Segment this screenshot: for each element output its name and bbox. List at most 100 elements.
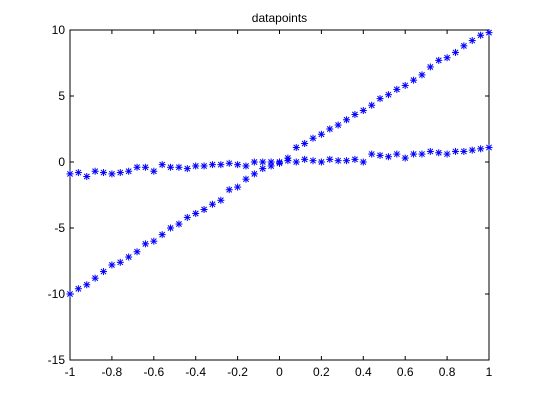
data-point [208,161,216,169]
data-point [116,258,124,266]
data-point [401,154,409,162]
data-point [359,107,367,115]
data-point [74,169,82,177]
data-point [418,150,426,158]
data-point [225,186,233,194]
x-tick-label: -0.2 [227,365,248,379]
x-tick-label: -0.6 [143,365,164,379]
data-point [250,158,258,166]
data-point [292,143,300,151]
data-point [158,161,166,169]
data-point [435,56,443,64]
x-tick-label: 0.8 [439,365,456,379]
data-point [309,134,317,142]
data-point [426,147,434,155]
data-point [133,163,141,171]
data-point [242,162,250,170]
x-tick-label: 0 [276,365,283,379]
data-point [167,163,175,171]
data-point [359,158,367,166]
data-point [116,169,124,177]
data-point [150,237,158,245]
data-point [234,183,242,191]
data-point [410,76,418,84]
y-tick-label: -5 [54,221,65,235]
data-point [477,145,485,153]
data-point [125,167,133,175]
data-point [183,165,191,173]
data-point [426,63,434,71]
data-point [91,274,99,282]
y-tick-label: 0 [58,155,65,169]
x-tick-label: 0.4 [355,365,372,379]
data-point [284,157,292,165]
data-point [468,37,476,45]
data-point [276,159,283,167]
data-point [334,157,342,165]
data-point [401,81,409,89]
x-tick-label: -1 [65,365,76,379]
data-point [301,155,309,163]
data-point [451,147,459,155]
data-point [175,163,183,171]
y-tick-label: -15 [48,353,66,367]
data-point [141,163,149,171]
data-point [250,170,258,178]
data-point [125,253,133,261]
data-point [108,261,116,269]
data-point [267,158,275,166]
data-point [200,162,208,170]
y-tick-label: 10 [52,23,66,37]
data-points [66,29,493,298]
data-point [292,158,300,166]
data-point [259,158,267,166]
data-point [317,158,325,166]
plot-area [69,29,490,361]
x-tick-label: -0.4 [185,365,206,379]
data-point [309,157,317,165]
data-point [183,213,191,221]
data-point [393,150,401,158]
data-point [83,281,91,289]
data-point [343,116,351,124]
data-point [150,167,158,175]
data-point [410,150,418,158]
data-point [368,150,376,158]
data-point [141,240,149,248]
data-point [384,91,392,99]
chart-title: datapoints [252,11,307,25]
data-point [443,54,451,62]
data-point [326,155,334,163]
data-point [343,157,351,165]
data-point [368,101,376,109]
data-point [351,155,359,163]
data-point [460,42,468,50]
data-point [376,151,384,159]
data-point [485,143,493,151]
data-point [435,149,443,157]
data-point [351,110,359,118]
data-point [460,147,468,155]
data-point [100,169,108,177]
x-tick-label: -0.8 [102,365,123,379]
data-point [418,71,426,79]
data-point [485,29,493,37]
data-point [133,248,141,256]
data-point [259,165,267,173]
data-point [376,95,384,103]
data-point [91,167,99,175]
data-point [225,159,233,167]
data-point [66,170,74,178]
data-point [326,125,334,133]
data-point [217,161,225,169]
data-point [317,130,325,138]
data-point [217,196,225,204]
data-point [208,200,216,208]
data-point [175,220,183,228]
y-axis: -15 -10 -5 0 5 10 [48,23,489,367]
y-tick-label: -10 [48,287,66,301]
data-point [192,209,200,217]
data-point [100,268,108,276]
data-point [200,206,208,214]
